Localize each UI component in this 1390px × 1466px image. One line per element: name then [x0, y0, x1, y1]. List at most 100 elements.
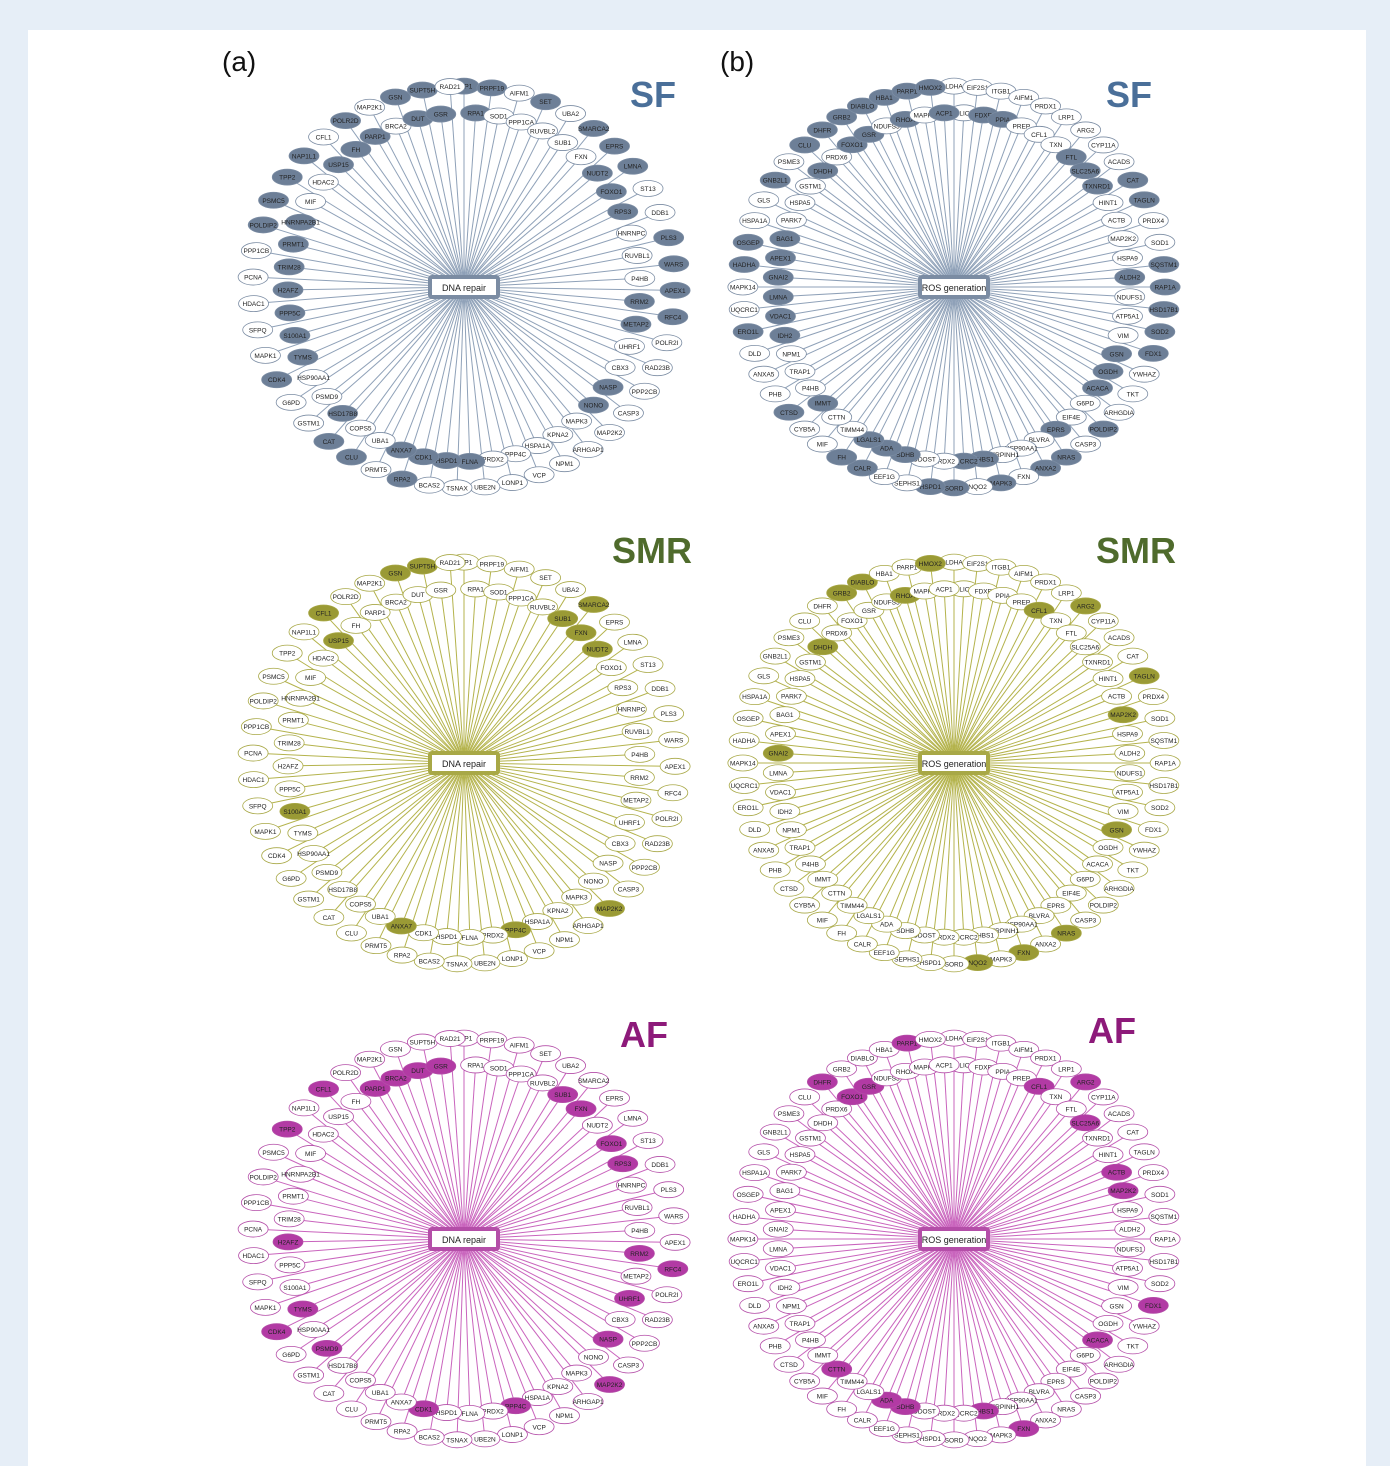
hub-node: DNA repair — [428, 275, 500, 299]
gene-node: MAPK14 — [727, 278, 759, 296]
gene-node: UHRF1 — [614, 813, 645, 831]
gene-label: S100A1 — [283, 333, 307, 340]
gene-node: HSPA1A — [739, 212, 771, 230]
gene-label: PPP4C — [505, 1403, 527, 1410]
gene-node: PHB — [759, 1337, 791, 1355]
gene-node: HSPA1A — [739, 688, 771, 706]
gene-label: PARK7 — [781, 694, 802, 701]
gene-node: MAPK3 — [561, 412, 593, 430]
gene-label: SUPT5H — [410, 1040, 436, 1047]
gene-label: HSP90AA1 — [1005, 1398, 1038, 1405]
gene-node: RAD21 — [434, 1030, 466, 1047]
gene-node: HDAC2 — [307, 173, 339, 191]
gene-label: LGALS1 — [857, 913, 882, 920]
gene-label: PRPF19 — [480, 561, 505, 568]
gene-node: ATP5A1 — [1112, 1259, 1143, 1277]
gene-node: MIF — [295, 193, 327, 210]
gene-node: TKT — [1117, 861, 1149, 879]
gene-node: PHB — [759, 861, 791, 879]
gene-label: DUT — [411, 1068, 424, 1075]
gene-label: HSPA5 — [790, 200, 811, 207]
gene-label: RPS3 — [614, 1161, 631, 1168]
gene-label: CDK4 — [268, 1329, 286, 1336]
gene-node: PARP1 — [359, 1080, 391, 1097]
gene-label: PRDX6 — [826, 1106, 848, 1113]
gene-label: ARHGDIA — [1104, 410, 1134, 417]
condition-label-sf-b: SF — [1106, 74, 1153, 115]
gene-label: PSME3 — [778, 159, 800, 166]
gene-node: P4HB — [795, 379, 826, 397]
gene-label: PPIA — [995, 1069, 1010, 1076]
gene-label: RUVBL2 — [530, 128, 556, 135]
gene-node: GSN — [380, 88, 411, 106]
gene-label: FH — [352, 1099, 361, 1106]
gene-label: NPM1 — [555, 1413, 573, 1420]
gene-node: H2AFZ — [272, 757, 304, 775]
gene-node: AIFM1 — [503, 1036, 535, 1054]
gene-node: NUDT2 — [581, 1116, 613, 1134]
gene-label: IDH2 — [777, 333, 792, 340]
hub-node: DNA repair — [428, 751, 500, 775]
gene-node: TXNRD1 — [1082, 1129, 1113, 1147]
gene-node: TPP2 — [271, 168, 303, 186]
gene-label: GNAI2 — [769, 275, 789, 282]
gene-label: VCP — [532, 1424, 545, 1431]
gene-label: AIFM1 — [510, 91, 530, 98]
gene-label: CASP3 — [1075, 918, 1097, 925]
gene-node: PARK7 — [775, 687, 807, 705]
gene-label: HADHA — [733, 738, 756, 745]
gene-label: HSD17B1 — [1149, 783, 1178, 790]
gene-node: NAP1L1 — [288, 623, 320, 641]
gene-node: HSD17B8 — [327, 880, 359, 898]
gene-node: SOD2 — [1144, 1275, 1176, 1293]
gene-label: ACP1 — [936, 1062, 953, 1069]
gene-label: HNRNPA2B1 — [281, 1172, 320, 1179]
gene-label: CDK1 — [415, 1406, 433, 1413]
gene-label: HNRNPA2B1 — [281, 220, 320, 227]
gene-label: CFL1 — [316, 610, 332, 617]
gene-label: ADA — [880, 922, 894, 929]
gene-node: BCAS2 — [413, 1428, 445, 1446]
gene-label: DLD — [748, 827, 761, 834]
gene-node: PSMD9 — [311, 388, 343, 405]
gene-label: FLNA — [462, 459, 479, 466]
network-ros-smr: ROS generation LDHA CLIC1 EIF2S1 FDXR ITGB1 PP… — [727, 553, 1181, 973]
gene-label: TKT — [1127, 867, 1139, 874]
gene-label: PREP — [1013, 1075, 1031, 1082]
gene-label: ACTB — [1108, 694, 1125, 701]
gene-node: POLR2I — [651, 334, 683, 352]
gene-label: PPP4C — [505, 451, 527, 458]
gene-label: SERPINH1 — [986, 928, 1019, 935]
gene-node: NONO — [578, 1348, 609, 1366]
gene-label: AIFM1 — [510, 1043, 530, 1050]
gene-label: PPP4C — [505, 927, 527, 934]
gene-node: ANXA5 — [748, 841, 780, 859]
gene-label: KPNA2 — [547, 432, 569, 439]
gene-node: ARHGDIA — [1103, 1355, 1135, 1373]
gene-label: PPP2CB — [632, 389, 658, 396]
gene-node: POLDIP2 — [247, 692, 279, 710]
gene-node: ALDH2 — [1114, 1220, 1146, 1238]
gene-label: GRB2 — [833, 114, 851, 121]
gene-node: APEX1 — [765, 725, 796, 743]
gene-label: CLIC1 — [955, 110, 974, 117]
gene-label: SQSTM1 — [1150, 262, 1177, 269]
gene-node: RUVBL2 — [527, 1074, 559, 1092]
gene-label: ATP5A1 — [1116, 314, 1140, 321]
gene-node: FH — [340, 616, 372, 634]
gene-node: RAD23B — [641, 359, 673, 377]
gene-label: CBX3 — [612, 841, 629, 848]
gene-node: TRIM28 — [273, 734, 305, 752]
gene-node: PCNA — [237, 268, 269, 286]
gene-label: APEX1 — [770, 255, 791, 262]
gene-node: MAP2K2 — [594, 424, 625, 441]
gene-label: TKT — [1127, 1343, 1139, 1350]
condition-label-smr-b: SMR — [1096, 530, 1176, 571]
gene-label: NUDT2 — [587, 647, 609, 654]
gene-label: RAD23B — [645, 841, 670, 848]
gene-node: AIFM1 — [503, 560, 535, 578]
gene-label: DIABLO — [850, 1055, 874, 1062]
gene-label: NQO2 — [968, 484, 987, 491]
gene-label: PREP — [1013, 123, 1031, 130]
gene-label: HSP90AA1 — [297, 1327, 330, 1334]
